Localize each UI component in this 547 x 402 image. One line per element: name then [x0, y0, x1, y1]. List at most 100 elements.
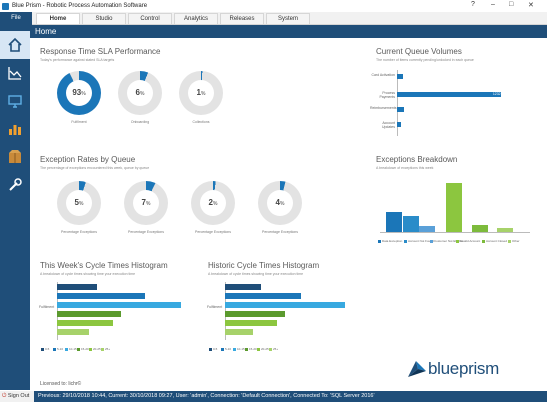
legend-swatch	[378, 240, 381, 243]
donut-value: 1%	[188, 80, 214, 106]
app-icon	[2, 2, 9, 10]
donut-chart: 93%	[57, 71, 101, 115]
legend-label: Other	[512, 239, 520, 243]
queue-volumes-title: Current Queue Volumes	[376, 47, 462, 56]
legend-label: 10-15	[237, 347, 245, 351]
donut-value: 7%	[133, 190, 159, 216]
menu-bar: File Home Studio Control Analytics Relea…	[0, 12, 547, 25]
page-header: Home	[30, 25, 547, 38]
sidebar-home-button[interactable]	[0, 31, 30, 59]
donut-value: 6%	[127, 80, 153, 106]
prism-logo-icon	[408, 361, 426, 377]
sidebar-control-button[interactable]	[0, 87, 30, 115]
legend-label: 15-20	[249, 347, 257, 351]
minimize-button[interactable]: –	[491, 1, 495, 8]
donut-value: 2%	[200, 190, 226, 216]
sidebar-reports-button[interactable]	[0, 115, 30, 143]
legend-label: Invalid Account	[460, 239, 481, 243]
tab-home[interactable]: Home	[36, 13, 80, 24]
donut-chart: 4%	[258, 181, 302, 225]
donut-number: 2	[208, 198, 213, 207]
legend-swatch	[456, 240, 459, 243]
exceptions-subtitle: The percentage of exceptions encountered…	[40, 166, 150, 170]
sign-out-button[interactable]: ⏻ Sign Out	[0, 391, 34, 402]
legend-label: 5-10	[225, 347, 232, 351]
legend-swatch	[101, 348, 104, 351]
queue-volumes-subtitle: The number of items currently pending/un…	[376, 58, 474, 62]
tab-system[interactable]: System	[266, 13, 310, 24]
donut-chart: 5%	[57, 181, 101, 225]
tab-analytics[interactable]: Analytics	[174, 13, 218, 24]
legend-label: 25+	[273, 347, 279, 351]
donut-caption: Collections	[192, 120, 210, 124]
sign-out-label: Sign Out	[7, 393, 30, 399]
legend-swatch	[53, 348, 56, 351]
help-button[interactable]: ?	[471, 1, 475, 8]
donut-caption: Fulfilment	[71, 120, 87, 124]
legend-label: 20-25	[261, 347, 269, 351]
maximize-button[interactable]: □	[509, 1, 514, 8]
queue-bar	[397, 122, 402, 127]
sidebar	[0, 25, 30, 390]
histogram-bar	[225, 329, 253, 335]
file-menu[interactable]: File	[0, 12, 32, 25]
legend-swatch	[209, 348, 212, 351]
cycle-historic-title: Historic Cycle Times Histogram	[208, 261, 320, 270]
legend-swatch	[508, 240, 511, 243]
monitor-icon	[8, 95, 22, 108]
tab-studio[interactable]: Studio	[82, 13, 126, 24]
donut-number: 7	[141, 198, 146, 207]
breakdown-bar	[497, 227, 513, 232]
main-tabs: Home Studio Control Analytics Releases S…	[36, 13, 312, 24]
histogram-bar	[225, 320, 277, 326]
donut-number: 93	[72, 88, 82, 97]
close-button[interactable]: ✕	[528, 2, 534, 9]
sidebar-system-button[interactable]	[0, 171, 30, 199]
donut-chart: 6%	[118, 71, 162, 115]
donut-caption: Percentage Exceptions	[61, 230, 97, 234]
donut-number: 6	[135, 88, 140, 97]
sidebar-analytics-button[interactable]	[0, 59, 30, 87]
sidebar-releases-button[interactable]	[0, 143, 30, 171]
license-note: Licensed to: lichr©	[40, 381, 82, 387]
legend-label: Account Closed	[486, 239, 508, 243]
donut-caption: Onboarding	[130, 120, 150, 124]
donut-unit: %	[201, 91, 206, 97]
line-chart-icon	[8, 67, 22, 80]
cycle-this-week-title: This Week's Cycle Times Histogram	[40, 261, 168, 270]
breakdown-bar	[403, 216, 419, 232]
queue-label: Process Payments	[379, 91, 395, 99]
power-icon: ⏻	[2, 393, 7, 399]
legend-swatch	[404, 240, 407, 243]
legend-swatch	[482, 240, 485, 243]
donut-unit: %	[140, 91, 145, 97]
queue-label: Reimbursements	[370, 106, 397, 110]
legend-swatch	[41, 348, 44, 351]
wrench-icon	[9, 178, 22, 191]
legend-label: 0-5	[45, 347, 50, 351]
tab-control[interactable]: Control	[128, 13, 172, 24]
legend-swatch	[65, 348, 68, 351]
legend-swatch	[89, 348, 92, 351]
legend-label: 25+	[105, 347, 111, 351]
queue-label: Account Updates	[381, 121, 395, 129]
home-icon	[8, 37, 22, 52]
sla-title: Response Time SLA Performance	[40, 47, 161, 56]
package-icon	[9, 150, 21, 163]
queue-bar	[397, 107, 405, 112]
logo-wordmark: blueprism	[428, 359, 499, 378]
donut-value: 4%	[267, 190, 293, 216]
histogram-bar	[57, 284, 97, 290]
legend-label: 15-20	[81, 347, 89, 351]
row-label: Fulfilment	[39, 305, 55, 309]
histogram-bar	[57, 302, 181, 308]
histogram-bar	[225, 311, 285, 317]
donut-unit: %	[213, 201, 218, 207]
tab-releases[interactable]: Releases	[220, 13, 264, 24]
sla-subtitle: Today's performance against stated SLA t…	[40, 58, 115, 62]
queue-bar	[397, 92, 501, 97]
donut-unit: %	[146, 201, 151, 207]
donut-caption: Percentage Exceptions	[195, 230, 231, 234]
axis-line	[380, 232, 530, 233]
donut-number: 1	[196, 88, 201, 97]
